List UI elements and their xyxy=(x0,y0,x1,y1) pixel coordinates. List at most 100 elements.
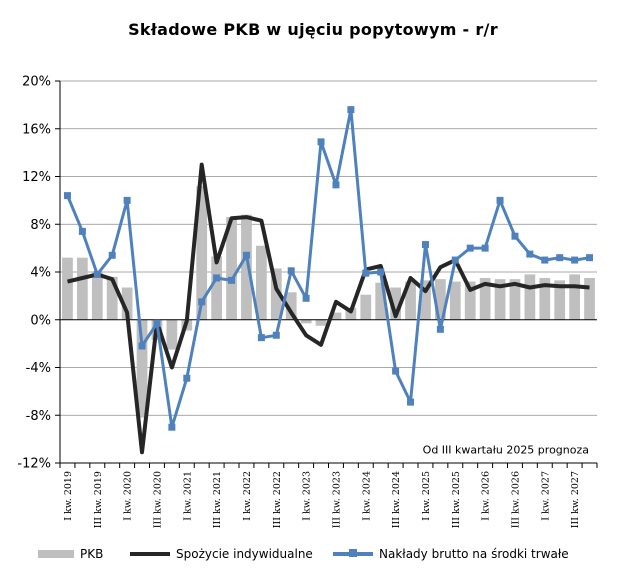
chart-title: Składowe PKB w ujęciu popytowym - r/r xyxy=(128,20,498,39)
x-tick-labels: I kw. 2019 III kw. 2019 I kw. 2020 III kw. … xyxy=(63,471,581,528)
marker-naklady xyxy=(198,298,206,306)
legend-label-naklady: Nakłady brutto na środki trwałe xyxy=(379,547,569,561)
bar-pkb xyxy=(405,281,416,320)
marker-naklady xyxy=(541,256,549,264)
x-tick-label: III kw. 2021 xyxy=(212,471,223,528)
bar-pkb xyxy=(211,256,222,320)
marker-naklady xyxy=(392,367,400,375)
marker-naklady xyxy=(93,270,101,278)
bar-pkb xyxy=(464,281,476,320)
y-tick-label: -8% xyxy=(26,409,51,424)
bar-pkb xyxy=(554,280,566,320)
bar-pkb xyxy=(584,277,595,320)
bar-pkb xyxy=(360,294,372,320)
bar-pkb xyxy=(479,277,491,320)
marker-naklady xyxy=(63,192,71,200)
bar-pkb xyxy=(166,319,178,350)
bar-pkb xyxy=(62,257,73,320)
marker-naklady xyxy=(153,319,161,327)
x-tick-label: I kw. 2024 xyxy=(361,471,372,521)
bar-pkb xyxy=(494,279,506,320)
x-tick-label: I kw. 2020 xyxy=(123,471,134,521)
legend-marker-naklady xyxy=(349,549,357,557)
legend-item-naklady: Nakłady brutto na środki trwałe xyxy=(333,547,569,561)
bar-pkb xyxy=(285,292,297,320)
marker-naklady xyxy=(123,196,131,204)
y-tick-label: -4% xyxy=(26,361,51,376)
bar-pkb xyxy=(330,312,342,320)
bar-pkb xyxy=(315,319,327,326)
marker-naklady xyxy=(317,138,325,146)
y-tick-label: 0% xyxy=(30,313,51,328)
series-lines xyxy=(63,106,594,455)
marker-naklady xyxy=(302,294,310,302)
bar-pkb xyxy=(345,307,357,320)
axes xyxy=(55,80,598,468)
x-tick-label: III kw. 2023 xyxy=(331,471,342,528)
x-tick-label: III kw. 2019 xyxy=(93,471,104,528)
x-tick-label: III kw. 2025 xyxy=(451,471,462,528)
marker-naklady xyxy=(436,325,444,333)
marker-naklady xyxy=(168,423,176,431)
x-tick-label: III kw. 2024 xyxy=(391,471,402,528)
marker-naklady xyxy=(481,244,489,252)
marker-naklady xyxy=(257,334,265,342)
y-tick-label: 4% xyxy=(30,266,51,281)
marker-naklady xyxy=(526,250,534,258)
forecast-note: Od III kwartału 2025 prognoza xyxy=(423,443,589,456)
bar-pkb xyxy=(524,274,536,320)
marker-naklady xyxy=(377,268,385,276)
marker-naklady xyxy=(78,227,86,235)
marker-naklady xyxy=(407,398,415,406)
legend-item-spozycie: Spożycie indywidualne xyxy=(130,547,313,561)
marker-naklady xyxy=(213,274,221,282)
x-tick-label: I kw. 2026 xyxy=(481,471,492,521)
marker-naklady xyxy=(511,232,519,240)
x-tick-label: I kw. 2021 xyxy=(182,471,193,521)
x-tick-label: III kw. 2026 xyxy=(510,471,521,528)
legend-item-pkb: PKB xyxy=(38,547,103,561)
bar-pkb xyxy=(509,279,521,320)
bar-pkb xyxy=(241,214,252,320)
bar-pkb xyxy=(77,257,88,320)
bar-pkb xyxy=(449,281,461,320)
bar-pkb xyxy=(375,282,387,320)
marker-naklady xyxy=(362,269,370,277)
bar-pkb xyxy=(91,272,103,320)
bar-pkb xyxy=(435,279,446,320)
line-spozycie xyxy=(67,162,590,455)
marker-naklady xyxy=(571,256,579,264)
bar-pkb xyxy=(121,287,133,320)
marker-naklady xyxy=(183,374,191,382)
legend-swatch-pkb xyxy=(38,550,74,558)
marker-naklady xyxy=(228,276,236,284)
bar-pkb xyxy=(569,274,580,320)
y-tick-label: 8% xyxy=(30,218,51,233)
marker-naklady xyxy=(556,254,564,262)
marker-naklady xyxy=(108,251,116,259)
x-tick-label: III kw. 2027 xyxy=(570,471,581,528)
legend-swatch-naklady xyxy=(333,549,373,557)
marker-naklady xyxy=(496,196,504,204)
marker-naklady xyxy=(347,106,355,114)
bar-pkb xyxy=(136,319,148,418)
x-tick-label: I kw. 2027 xyxy=(540,471,551,521)
marker-naklady xyxy=(138,342,146,350)
bar-pkb xyxy=(390,287,401,320)
y-tick-label: 12% xyxy=(22,170,51,185)
bars-pkb xyxy=(62,186,595,418)
bar-pkb xyxy=(226,217,237,320)
bar-pkb xyxy=(300,319,312,324)
marker-naklady xyxy=(586,254,594,262)
marker-naklady xyxy=(287,267,295,275)
legend-label-pkb: PKB xyxy=(80,547,104,561)
x-tick-label: III kw. 2022 xyxy=(272,471,283,528)
x-tick-label: I kw. 2023 xyxy=(302,471,313,521)
marker-naklady xyxy=(272,331,280,339)
y-tick-label: -12% xyxy=(17,457,51,472)
x-tick-label: III kw. 2020 xyxy=(152,471,163,528)
legend-label-spozycie: Spożycie indywidualne xyxy=(176,547,313,561)
y-tick-label: 16% xyxy=(22,122,51,137)
bar-pkb xyxy=(270,268,282,320)
